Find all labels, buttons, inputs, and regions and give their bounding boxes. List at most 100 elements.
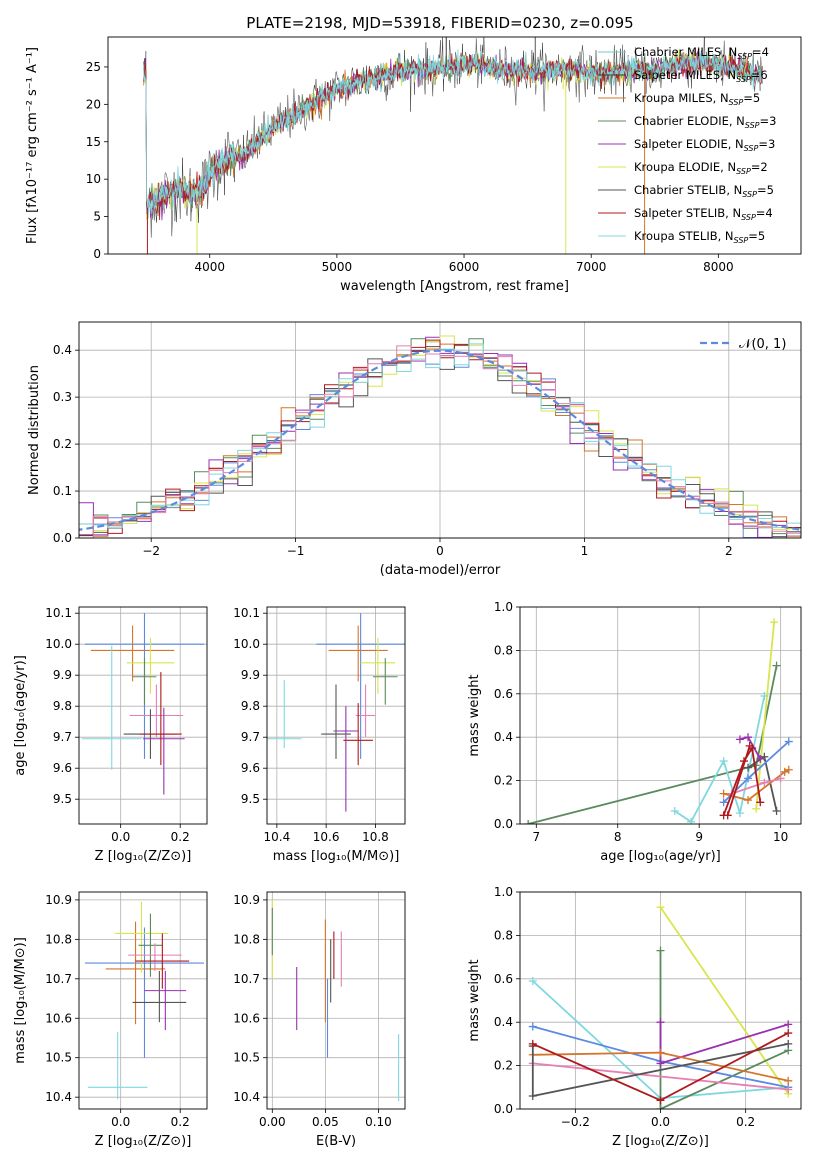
series-marker	[528, 976, 537, 985]
series-lines	[528, 903, 793, 1109]
series-marker	[776, 774, 785, 783]
mass-vs-Z-panel: 0.0 0.2 10.4 10.5 10.6 10.7 10.8 10.9 Z [log₁₀(Z…	[13, 891, 208, 1149]
x-axis-label: Z [log₁₀(Z/Z⊙)]	[95, 849, 192, 864]
y-tick-label: 9.8	[241, 699, 260, 713]
y-axis-label: age [log₁₀(age/yr)]	[13, 655, 28, 776]
y-axis-label: Flux [fλ10⁻¹⁷ erg cm⁻² s⁻¹ A⁻¹]	[25, 47, 40, 244]
x-tick-label: 10.4	[263, 830, 290, 844]
legend-count: =2	[751, 160, 768, 174]
legend-label: Kroupa MILES, NSSP=5	[634, 91, 760, 107]
gaussian-curve	[79, 349, 801, 531]
y-tick-label: 0	[93, 247, 101, 261]
series-marker	[784, 1029, 793, 1038]
legend-count: =3	[758, 137, 775, 151]
y-tick-label: 0.8	[494, 643, 513, 657]
y-axis-label: Normed distribution	[27, 365, 42, 495]
legend-subscript: SSP	[737, 52, 752, 61]
legend-label: Kroupa ELODIE, NSSP=2	[634, 160, 768, 176]
series-marker	[735, 735, 744, 744]
legend-label: Chabrier ELODIE, NSSP=3	[634, 114, 776, 130]
series-marker	[744, 733, 753, 742]
series-marker	[656, 1096, 665, 1105]
y-tick-label: 10.1	[233, 606, 260, 620]
legend-name: Chabrier ELODIE, N	[634, 114, 745, 128]
x-tick-label: 0.2	[171, 1115, 190, 1129]
x-tick-label: 0.0	[111, 1115, 130, 1129]
x-tick-label: 7000	[576, 260, 607, 274]
legend-name: Kroupa ELODIE, N	[634, 160, 736, 174]
axes-frame	[107, 36, 802, 255]
axes-frame	[266, 606, 406, 825]
series-marker	[656, 1105, 665, 1109]
x-tick-label: −2	[142, 544, 160, 558]
x-axis-label: E(B-V)	[316, 1134, 356, 1149]
y-tick-label: 9.8	[53, 699, 72, 713]
y-tick-label: 1.0	[494, 600, 513, 614]
y-tick-label: 0.4	[494, 1015, 513, 1029]
y-tick-label: 0.0	[494, 1102, 513, 1116]
series-marker	[656, 1059, 665, 1068]
x-tick-label: 5000	[322, 260, 353, 274]
y-tick-label: 5	[93, 210, 101, 224]
y-tick-label: 10	[86, 172, 101, 186]
series-marker	[784, 737, 793, 746]
series-marker	[656, 903, 665, 912]
series-marker	[756, 798, 765, 807]
y-tick-label: 0.0	[494, 817, 513, 831]
figure-title: PLATE=2198, MJD=53918, FIBERID=0230, z=0…	[246, 14, 633, 32]
series-line	[659, 906, 789, 1095]
y-tick-label: 10.9	[233, 893, 260, 907]
legend-label: Chabrier STELIB, NSSP=5	[634, 183, 774, 199]
series-marker	[719, 789, 728, 798]
y-tick-label: 0.2	[53, 437, 72, 451]
x-tick-label: 2	[725, 544, 733, 558]
series-marker	[656, 1048, 665, 1057]
legend-count: =3	[760, 114, 777, 128]
axes-frame	[519, 891, 802, 1110]
series-marker	[772, 661, 781, 670]
x-tick-label: 10	[773, 830, 788, 844]
y-tick-label: 20	[86, 97, 101, 111]
legend-count: =6	[751, 68, 768, 82]
legend-count: =5	[757, 183, 774, 197]
legend-label: Kroupa STELIB, NSSP=5	[634, 229, 765, 245]
legend-name: Chabrier STELIB, N	[634, 183, 742, 197]
y-tick-label: 9.9	[241, 668, 260, 682]
x-tick-label: 0.10	[365, 1115, 392, 1129]
y-tick-label: 10.1	[45, 606, 72, 620]
legend-subscript: SSP	[729, 98, 744, 107]
y-tick-label: 10.5	[233, 1051, 260, 1065]
y-tick-label: 10.7	[233, 972, 260, 986]
series-line	[726, 745, 751, 816]
y-tick-label: 0.8	[494, 928, 513, 942]
y-tick-label: 10.4	[45, 1090, 72, 1104]
series-marker	[528, 1091, 537, 1100]
series-marker	[770, 618, 779, 627]
y-tick-label: 9.5	[241, 792, 260, 806]
errorbar-points	[84, 901, 205, 1100]
y-tick-label: 10.5	[45, 1051, 72, 1065]
y-tick-label: 0.6	[494, 687, 513, 701]
series-line	[532, 1062, 789, 1091]
y-tick-label: 10.8	[233, 932, 260, 946]
y-tick-label: 10.0	[45, 637, 72, 651]
x-tick-label: 8000	[703, 260, 734, 274]
x-tick-label: 7	[532, 830, 540, 844]
mass-vs-EBV-panel: 0.00 0.05 0.10 10.4 10.5 10.6 10.7 10.8 10.9 E(B-…	[233, 891, 406, 1149]
series-marker	[784, 1020, 793, 1029]
legend-subscript: SSP	[745, 121, 760, 130]
y-tick-label: 10.6	[233, 1011, 260, 1025]
y-tick-label: 9.6	[53, 761, 72, 775]
histogram-series	[79, 345, 801, 538]
y-tick-label: 15	[86, 135, 101, 149]
series-marker	[784, 765, 793, 774]
x-axis-label: age [log₁₀(age/yr)]	[600, 849, 721, 864]
series-marker	[670, 806, 679, 815]
x-tick-label: 10.6	[313, 830, 340, 844]
series-marker	[687, 817, 696, 824]
x-tick-label: 0.2	[736, 1115, 755, 1129]
series-lines	[524, 618, 793, 824]
y-tick-label: 10.8	[45, 932, 72, 946]
series-marker	[784, 1076, 793, 1085]
